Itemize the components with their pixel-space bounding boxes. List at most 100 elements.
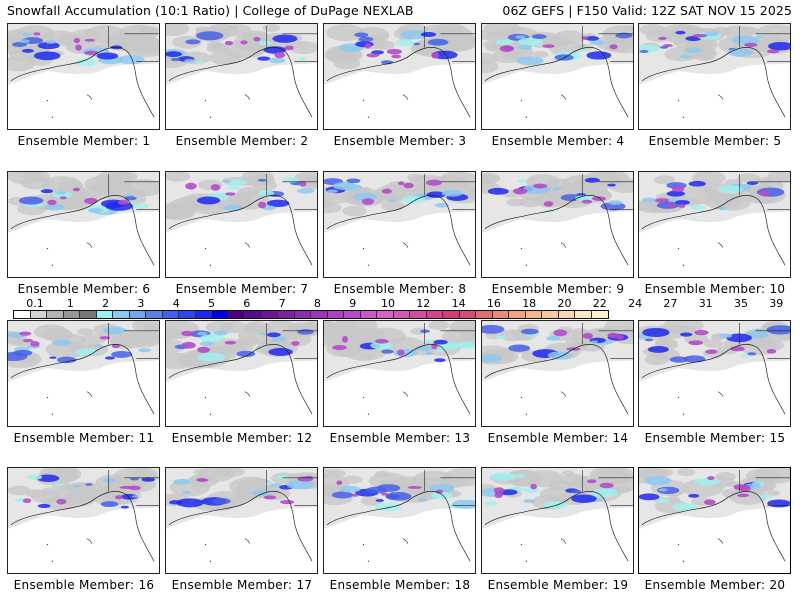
- snow-blob: [207, 41, 224, 49]
- ensemble-member-label: Ensemble Member: 20: [644, 578, 786, 592]
- snow-blob: [403, 182, 414, 189]
- snow-blob: [592, 196, 606, 201]
- island: [717, 538, 724, 544]
- snow-blob: [443, 468, 475, 487]
- coastline: [641, 195, 786, 266]
- colorbar-swatch: [542, 311, 559, 318]
- snow-blob: [266, 199, 290, 208]
- snow-blob: [324, 201, 332, 208]
- snow-blob: [370, 341, 393, 350]
- snow-blob: [84, 50, 99, 55]
- snow-blob: [677, 468, 696, 477]
- snow-blob: [690, 205, 707, 211]
- snow-blob: [199, 341, 214, 347]
- snow-blob: [671, 185, 685, 193]
- snow-blob: [531, 34, 547, 40]
- snow-blob: [374, 470, 390, 478]
- snow-blob: [358, 36, 374, 42]
- snow-blob: [266, 332, 281, 338]
- snow-blob: [737, 493, 750, 498]
- snow-blob: [672, 502, 697, 511]
- snow-blob: [228, 179, 248, 186]
- snow-blob: [75, 44, 82, 51]
- colorbar-swatch: [426, 311, 443, 318]
- colorbar-swatch: [575, 311, 592, 318]
- snow-blob: [398, 181, 405, 186]
- snow-blob: [372, 33, 390, 41]
- snow-blob: [120, 505, 129, 509]
- border-line: [582, 469, 633, 506]
- snow-blob: [737, 173, 760, 184]
- snow-blob: [584, 177, 600, 183]
- snow-blob: [298, 57, 308, 61]
- coastline: [168, 344, 313, 415]
- snow-blob: [21, 48, 34, 53]
- colorbar-swatch: [410, 311, 427, 318]
- snow-blob: [184, 58, 196, 63]
- ensemble-member-label: Ensemble Member: 8: [333, 282, 467, 296]
- colorbar-tick-label: 24: [628, 297, 643, 310]
- snow-blob: [223, 204, 244, 212]
- snow-blob: [297, 476, 314, 482]
- snow-blob: [53, 483, 63, 486]
- snow-blob: [341, 336, 349, 343]
- snow-blob: [100, 501, 119, 508]
- colorbar-swatch: [14, 311, 31, 318]
- chart-title: Snowfall Accumulation (10:1 Ratio) | Col…: [7, 3, 414, 18]
- snow-blob: [607, 183, 616, 187]
- snow-blob: [590, 340, 599, 343]
- snow-blob: [49, 331, 73, 342]
- snow-blob: [417, 498, 428, 502]
- snow-blob: [124, 179, 159, 197]
- snow-blob: [666, 190, 685, 197]
- snow-blob: [124, 196, 137, 201]
- ensemble-member-map: [481, 320, 634, 427]
- snow-blob: [582, 332, 594, 339]
- snow-blob: [87, 184, 102, 191]
- island: [244, 94, 251, 100]
- island: [560, 94, 567, 100]
- colorbar-swatch: [228, 311, 245, 318]
- island: [244, 242, 251, 248]
- border-line: [266, 173, 317, 210]
- snow-blob: [326, 189, 338, 194]
- snow-blob: [85, 483, 93, 486]
- ensemble-member-label: Ensemble Member: 13: [329, 431, 471, 445]
- snow-blob: [679, 55, 690, 59]
- snow-blob: [236, 350, 256, 358]
- ensemble-member-map: [638, 23, 791, 130]
- ensemble-member-map: [165, 171, 318, 278]
- ensemble-member-label: Ensemble Member: 12: [171, 431, 313, 445]
- snow-blob: [717, 207, 727, 210]
- snow-blob: [703, 499, 716, 506]
- colorbar-swatch: [591, 311, 608, 318]
- snow-blob: [197, 346, 211, 353]
- snow-blob: [587, 479, 597, 484]
- snow-blob: [655, 468, 674, 477]
- snow-blob: [268, 57, 286, 64]
- snow-blob: [200, 334, 225, 343]
- snow-blob: [263, 495, 277, 500]
- snow-blob: [434, 358, 446, 363]
- island: [717, 391, 724, 397]
- snow-blob: [523, 499, 536, 504]
- snow-blob: [332, 345, 347, 351]
- colorbar-tick-label: 6: [243, 297, 251, 310]
- snow-blob: [571, 494, 597, 503]
- colorbar-tick-label: 20: [557, 297, 572, 310]
- ensemble-member-label: Ensemble Member: 15: [644, 431, 786, 445]
- snow-blob: [591, 488, 618, 498]
- snow-blob: [426, 191, 447, 198]
- colorbar-tick-label: 12: [416, 297, 431, 310]
- snow-blob: [271, 336, 287, 342]
- snow-blob: [547, 351, 573, 360]
- snow-blob: [297, 187, 315, 194]
- snow-blob: [182, 490, 191, 494]
- snow-blob: [213, 330, 229, 336]
- snow-blob: [37, 503, 51, 509]
- snow-blob: [607, 332, 619, 339]
- snow-blob: [400, 30, 429, 40]
- snow-blob: [181, 341, 196, 349]
- coastline: [641, 47, 786, 118]
- snow-blob: [755, 177, 773, 185]
